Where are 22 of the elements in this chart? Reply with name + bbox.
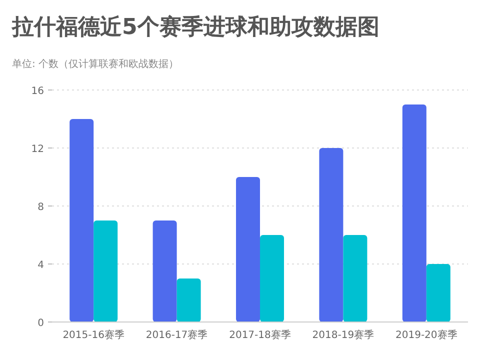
bar	[402, 104, 426, 322]
y-tick-label: 12	[31, 144, 44, 155]
chart-title: 拉什福德近5个赛季进球和助攻数据图	[11, 14, 380, 40]
bar	[236, 177, 260, 322]
x-tick-label: 2017-18赛季	[229, 329, 291, 341]
bar	[70, 119, 94, 322]
bar	[94, 220, 118, 322]
bar	[343, 235, 368, 322]
chart-subtitle: 单位: 个数（仅计算联赛和欧战数据）	[12, 58, 179, 70]
bar	[176, 278, 201, 322]
bar	[426, 264, 450, 322]
y-tick-label: 0	[38, 318, 44, 329]
bar	[152, 220, 177, 322]
x-tick-label: 2018-19赛季	[312, 329, 374, 341]
y-tick-label: 4	[38, 260, 44, 271]
x-tick-label: 2019-20赛季	[396, 329, 458, 341]
x-tick-label: 2015-16赛季	[62, 329, 124, 341]
bar	[319, 148, 344, 322]
y-tick-label: 8	[38, 202, 44, 213]
x-tick-label: 2016-17赛季	[146, 329, 208, 341]
bar	[260, 235, 284, 322]
y-tick-label: 16	[31, 86, 44, 97]
